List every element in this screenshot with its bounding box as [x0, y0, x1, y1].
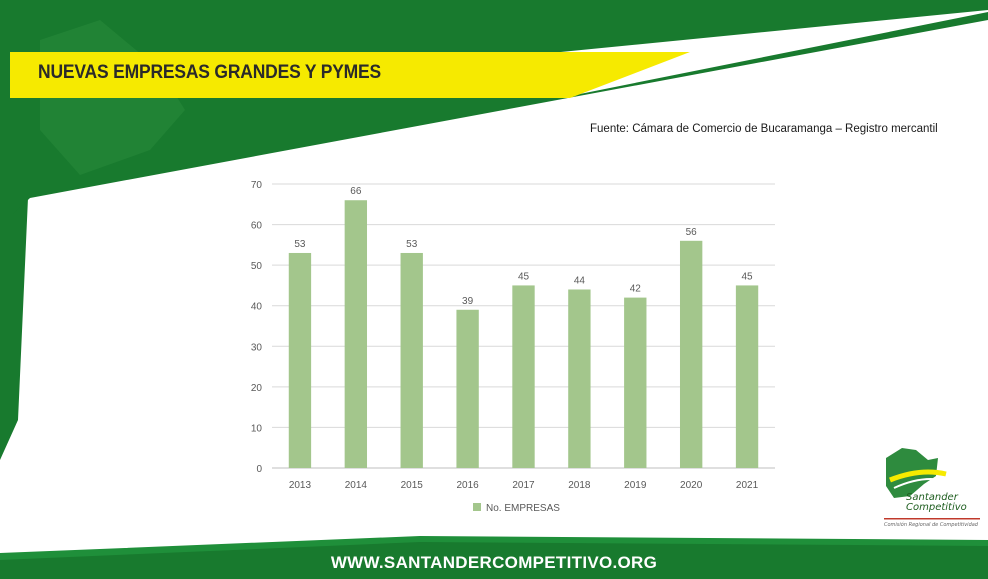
y-tick-label: 40	[251, 302, 263, 313]
bars	[288, 200, 759, 468]
y-tick-label: 70	[251, 180, 263, 191]
x-tick-label: 2020	[680, 480, 703, 491]
x-tick-label: 2014	[345, 480, 368, 491]
y-axis-ticks: 0 10 20 30 40 50 60 70	[251, 180, 263, 475]
bar	[568, 289, 591, 468]
diagonal-green-sweep	[10, 12, 988, 215]
footer-light-stripe	[0, 536, 988, 560]
bar	[288, 252, 312, 468]
top-green-band	[0, 0, 988, 56]
logo-tagline: Comisión Regional de Competitividad	[884, 522, 978, 528]
logo-line1: Santander	[906, 492, 958, 503]
footer-green-band	[0, 540, 988, 579]
x-tick-label: 2019	[624, 480, 647, 491]
data-labels: 53 66 53 39 45 44 42 56 45	[294, 186, 753, 307]
bar	[512, 285, 535, 468]
yellow-title-band	[10, 52, 690, 98]
santander-competitivo-logo: Santander Competitivo Comisión Regional …	[880, 446, 982, 536]
y-tick-label: 10	[251, 423, 263, 434]
y-tick-label: 20	[251, 383, 263, 394]
source-note: Fuente: Cámara de Comercio de Bucaramang…	[590, 123, 938, 135]
y-tick-label: 60	[251, 221, 263, 232]
logo-map-icon	[884, 448, 980, 520]
legend-label: No. EMPRESAS	[486, 503, 560, 514]
data-label: 45	[518, 271, 530, 282]
bar	[624, 297, 647, 468]
bar	[735, 285, 759, 468]
bar	[400, 252, 423, 468]
logo-wordmark: Santander Competitivo	[906, 493, 967, 513]
data-label: 45	[741, 271, 753, 282]
x-tick-label: 2017	[512, 480, 535, 491]
x-tick-label: 2015	[401, 480, 424, 491]
x-tick-label: 2016	[456, 480, 479, 491]
slide-title: NUEVAS EMPRESAS GRANDES Y PYMES	[38, 62, 382, 83]
y-tick-label: 50	[251, 261, 263, 272]
legend-swatch	[473, 503, 481, 511]
x-axis-ticks: 2013 2014 2015 2016 2017 2018 2019 2020 2021	[289, 480, 759, 491]
logo-line2: Competitivo	[906, 502, 967, 513]
legend: No. EMPRESAS	[473, 503, 560, 514]
x-tick-label: 2021	[736, 480, 759, 491]
data-label: 66	[350, 186, 362, 197]
y-tick-label: 30	[251, 342, 263, 353]
bar	[456, 309, 479, 468]
data-label: 42	[630, 284, 642, 295]
data-label: 53	[294, 239, 306, 250]
data-label: 39	[462, 296, 474, 307]
x-tick-label: 2018	[568, 480, 591, 491]
bar	[679, 240, 703, 468]
footer-website-link[interactable]: WWW.SANTANDERCOMPETITIVO.ORG	[330, 553, 658, 572]
data-label: 53	[406, 239, 418, 250]
data-label: 44	[574, 275, 586, 286]
x-tick-label: 2013	[289, 480, 312, 491]
y-tick-label: 0	[256, 464, 262, 475]
data-label: 56	[686, 227, 698, 238]
bar	[344, 200, 368, 468]
